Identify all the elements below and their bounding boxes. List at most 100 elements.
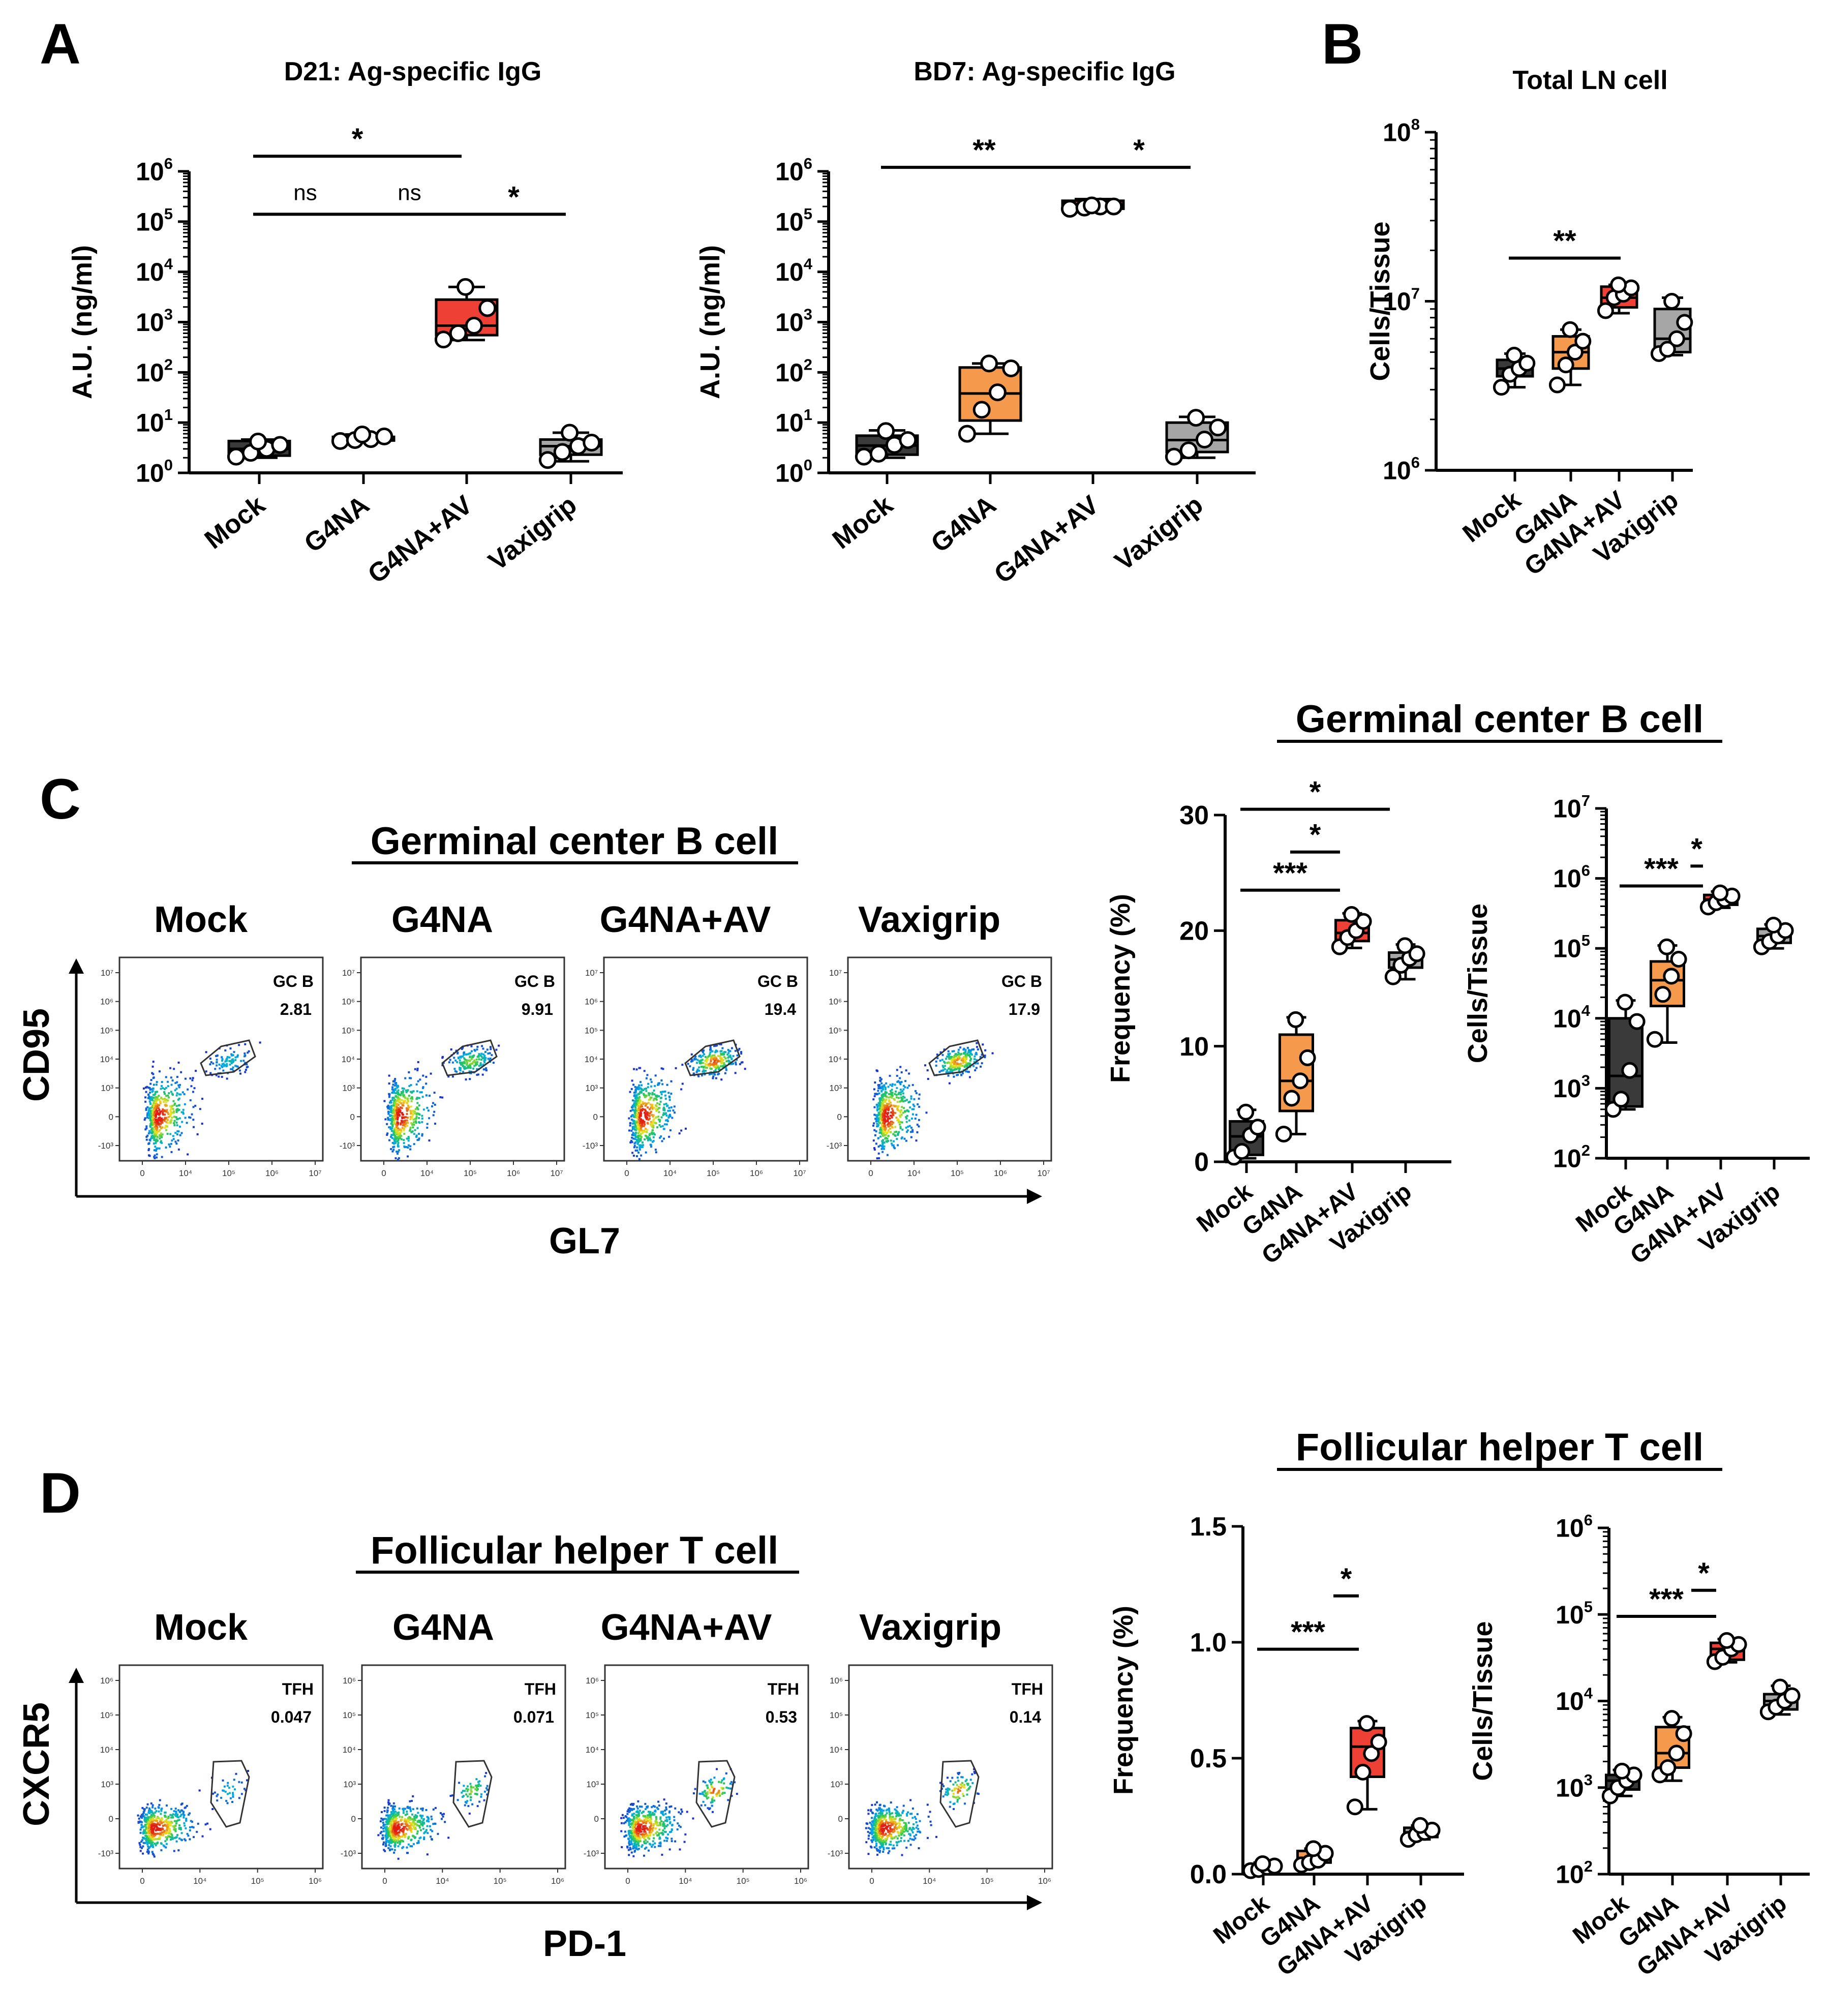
event-dot — [635, 1835, 637, 1838]
event-dot — [898, 1834, 900, 1837]
event-dot — [468, 1052, 470, 1055]
event-dot — [703, 1053, 706, 1056]
event-dot — [190, 1820, 192, 1822]
event-dot — [178, 1810, 181, 1813]
event-dot — [148, 1142, 150, 1145]
event-dot — [644, 1094, 646, 1097]
event-dot — [734, 1049, 737, 1052]
event-dot — [145, 1836, 148, 1838]
event-dot — [412, 1824, 415, 1827]
event-dot — [962, 1072, 964, 1074]
event-dot — [475, 1784, 477, 1787]
event-dot — [414, 1819, 416, 1821]
event-dot — [636, 1101, 639, 1103]
event-dot — [389, 1845, 392, 1848]
event-dot — [901, 1121, 903, 1124]
event-dot — [668, 1099, 671, 1101]
event-dot — [655, 1110, 658, 1112]
event-dot — [642, 1822, 645, 1824]
event-dot — [635, 1121, 637, 1124]
event-dot — [145, 1831, 148, 1834]
event-dot — [653, 1133, 656, 1136]
event-dot — [164, 1840, 167, 1843]
event-dot — [663, 1827, 666, 1830]
event-dot — [404, 1119, 407, 1122]
event-dot — [221, 1066, 224, 1068]
event-dot — [222, 1063, 225, 1065]
event-dot — [885, 1120, 887, 1123]
event-dot — [163, 1845, 166, 1848]
event-dot — [663, 1830, 666, 1833]
flow-x-tick-label: 0 — [381, 1168, 386, 1178]
event-dot — [463, 1051, 465, 1054]
event-dot — [171, 1104, 174, 1107]
event-dot — [958, 1069, 960, 1072]
event-dot — [382, 1827, 385, 1830]
event-dot — [180, 1839, 182, 1841]
event-dot — [390, 1822, 392, 1824]
event-dot — [643, 1830, 646, 1833]
event-dot — [397, 1158, 399, 1161]
event-dot — [711, 1792, 713, 1794]
event-dot — [887, 1135, 890, 1137]
event-dot — [224, 1049, 227, 1051]
event-dot — [396, 1091, 399, 1094]
event-dot — [643, 1820, 646, 1822]
event-dot — [873, 1129, 876, 1131]
event-dot — [642, 1125, 644, 1127]
event-dot — [872, 1098, 875, 1101]
event-dot — [884, 1099, 887, 1101]
flow-y-tick-label: -10³ — [341, 1849, 356, 1858]
event-dot — [636, 1819, 639, 1821]
event-dot — [637, 1088, 640, 1091]
event-dot — [156, 1156, 158, 1159]
event-dot — [706, 1057, 709, 1060]
event-dot — [876, 1853, 879, 1856]
event-dot — [480, 1052, 483, 1055]
event-dot — [727, 1048, 729, 1051]
event-dot — [390, 1104, 393, 1107]
event-dot — [235, 1772, 237, 1775]
event-dot — [393, 1117, 396, 1119]
event-dot — [906, 1830, 909, 1832]
event-dot — [397, 1136, 399, 1138]
event-dot — [144, 1100, 147, 1103]
event-dot — [404, 1116, 407, 1119]
event-dot — [949, 1062, 951, 1064]
event-dot — [684, 1127, 687, 1130]
event-dot — [647, 1111, 649, 1114]
event-dot — [393, 1820, 396, 1823]
event-dot — [905, 1846, 908, 1849]
event-dot — [164, 1093, 166, 1095]
flow-y-tick-label: 10⁵ — [585, 1026, 598, 1035]
event-dot — [639, 1840, 642, 1843]
event-dot — [962, 1062, 964, 1064]
event-dot — [401, 1836, 403, 1838]
event-dot — [169, 1829, 171, 1832]
event-dot — [716, 1065, 719, 1068]
event-dot — [664, 1094, 666, 1097]
event-dot — [882, 1148, 885, 1150]
event-dot — [964, 1050, 967, 1052]
gate-outline — [695, 1760, 736, 1828]
event-dot — [640, 1819, 643, 1822]
event-dot — [654, 1104, 657, 1106]
event-dot — [387, 1820, 389, 1822]
event-dot — [167, 1816, 170, 1818]
event-dot — [711, 1781, 714, 1784]
event-dot — [167, 1122, 169, 1124]
event-dot — [428, 1139, 431, 1142]
event-dot — [951, 1050, 954, 1052]
plot-frame — [118, 956, 324, 1162]
event-dot — [150, 1079, 153, 1081]
event-dot — [472, 1061, 475, 1063]
event-dot — [647, 1814, 649, 1817]
event-dot — [142, 1811, 145, 1813]
event-dot — [167, 1085, 169, 1088]
event-dot — [148, 1096, 150, 1098]
event-dot — [404, 1077, 407, 1079]
event-dot — [940, 1069, 943, 1072]
event-dot — [394, 1843, 397, 1845]
flow-y-tick-label: 10⁶ — [100, 997, 113, 1007]
event-dot — [980, 1065, 982, 1068]
